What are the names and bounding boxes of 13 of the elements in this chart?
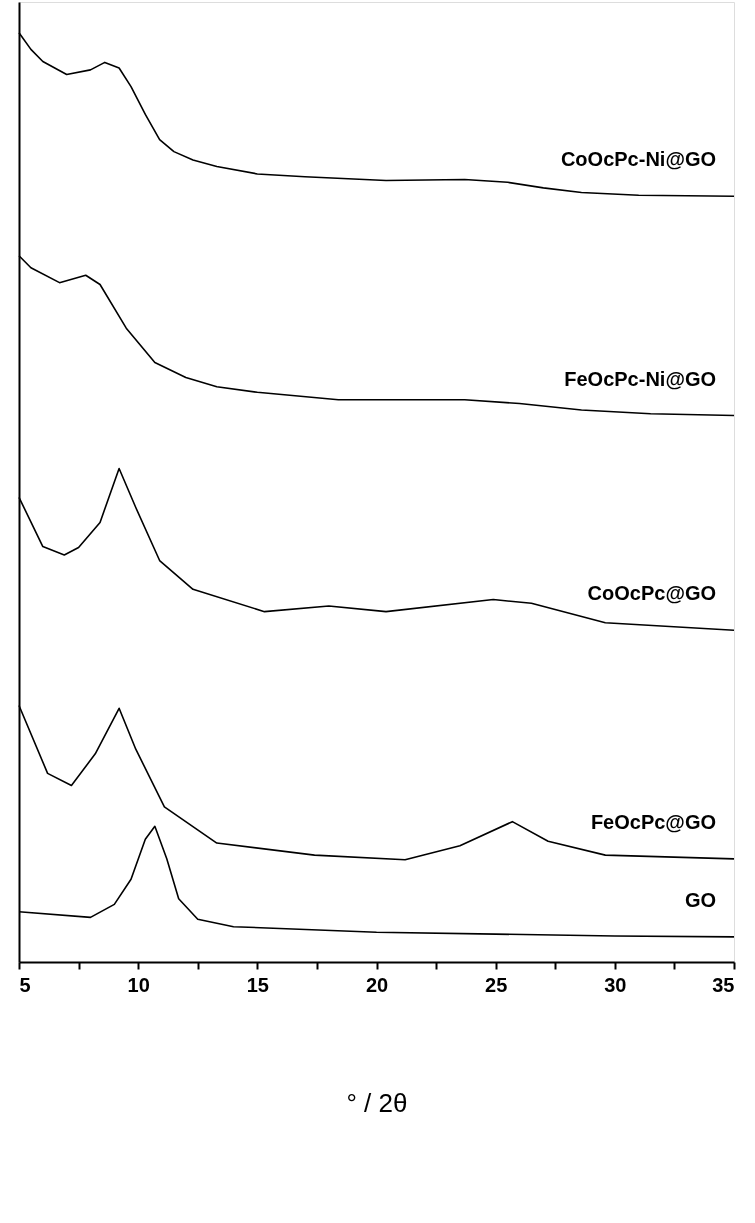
- series-label: FeOcPc-Ni@GO: [564, 367, 716, 390]
- series-label: FeOcPc@GO: [590, 810, 716, 833]
- series-label: CoOcPc-Ni@GO: [560, 148, 716, 171]
- x-tick-label: 30: [604, 973, 627, 996]
- x-tick-label: 25: [485, 973, 508, 996]
- x-tick-label: 10: [127, 973, 150, 996]
- x-tick-label: 20: [365, 973, 389, 996]
- x-tick-label: 15: [246, 973, 269, 996]
- x-tick-label: 5: [19, 973, 31, 996]
- series-label: GO: [684, 888, 716, 911]
- series-label: CoOcPc@GO: [587, 582, 716, 605]
- x-tick-label: 35: [712, 973, 735, 996]
- x-axis-title: ° / 2θ: [346, 1087, 408, 1118]
